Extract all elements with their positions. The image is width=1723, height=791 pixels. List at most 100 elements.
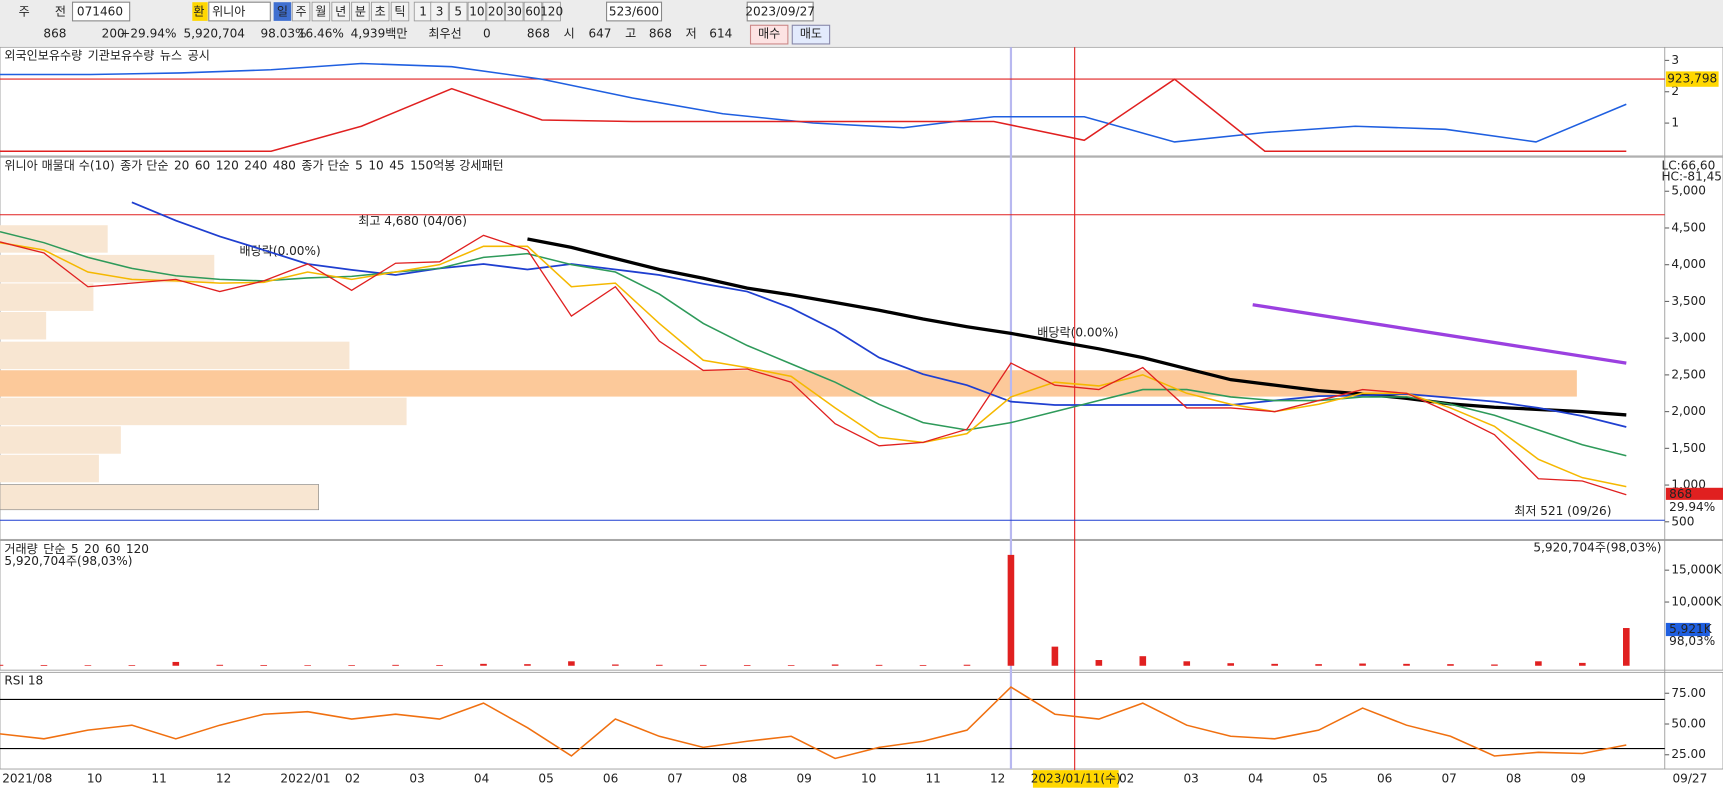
toolbar-button[interactable]: [311, 1, 331, 22]
sell-btn[interactable]: [791, 24, 831, 45]
toolbar-button[interactable]: [505, 1, 524, 22]
toolbar-text[interactable]: 전: [55, 5, 66, 19]
toolbar-text[interactable]: 20: [488, 5, 503, 19]
toolbar-text[interactable]: 주: [296, 5, 307, 19]
volume-info: 5,920,704주(98,03%): [1533, 541, 1661, 555]
day-active[interactable]: [273, 2, 292, 21]
toolbar-button[interactable]: [351, 1, 370, 22]
buy-btn[interactable]: [749, 24, 789, 45]
toolbar-text[interactable]: 틱: [394, 5, 405, 19]
toolbar-text[interactable]: 일: [277, 5, 288, 19]
volume-bar: [392, 664, 399, 666]
toolbar-text[interactable]: 523/600: [609, 5, 659, 19]
legend-entry: 20: [84, 542, 99, 556]
legend-entry: 5: [71, 542, 79, 556]
annotation: 배당락(0.00%): [1037, 325, 1118, 339]
toolbar-text[interactable]: 분: [355, 5, 366, 19]
date-box[interactable]: [746, 1, 814, 22]
info-text: 4,939백만: [351, 27, 408, 41]
toolbar-text[interactable]: 5: [454, 5, 462, 19]
volume-bar: [524, 664, 531, 666]
panel-frames: [0, 46, 1723, 770]
toolbar-text[interactable]: 초: [375, 5, 386, 19]
x-tick-label: 2021/08: [2, 771, 52, 785]
volume-bar: [1139, 656, 1147, 666]
legend-entry: 45: [389, 158, 404, 172]
series-line: [0, 241, 1627, 488]
info-text: 868: [649, 27, 672, 41]
volume-bar: [0, 664, 4, 666]
toolbar-button[interactable]: [542, 1, 561, 22]
toolbar-button[interactable]: [370, 1, 390, 22]
info-text: 시: [564, 27, 575, 41]
toolbar-text[interactable]: 071460: [77, 5, 123, 19]
toolbar-button[interactable]: [523, 1, 543, 22]
toolbar-text[interactable]: 주: [19, 5, 30, 19]
value-box: [1665, 71, 1719, 87]
y-tick-label: 3,000: [1671, 331, 1706, 345]
legend-entry: 거래량: [4, 542, 37, 556]
volume-bar: [348, 665, 355, 666]
count-box[interactable]: [606, 1, 663, 22]
x-tick-label: 03: [409, 771, 424, 785]
toolbar-button[interactable]: [291, 1, 311, 22]
toolbar-button[interactable]: [430, 1, 449, 22]
legend-entry: RSI 18: [4, 674, 43, 688]
toolbar-button[interactable]: [390, 1, 410, 22]
toolbar-text[interactable]: 30: [507, 5, 522, 19]
x-tick-label: 11: [925, 771, 940, 785]
info-text: 98.03%: [260, 27, 306, 41]
volume-bar: [1315, 664, 1322, 666]
info-text: 고: [625, 27, 636, 41]
value-box: [1665, 622, 1710, 637]
toolbar-button[interactable]: [331, 1, 350, 22]
toolbar-text[interactable]: 년: [335, 5, 346, 19]
toolbar-button[interactable]: [486, 1, 505, 22]
y-tick-label: 4,000: [1671, 257, 1706, 271]
toolbar-text[interactable]: 120: [540, 5, 563, 19]
legend-entry: 5: [355, 158, 363, 172]
x-tick-label: 06: [603, 771, 618, 785]
volume-bar: [480, 663, 487, 666]
x-tick-label: 12: [216, 771, 231, 785]
price-badge: [1665, 487, 1723, 500]
info-text: 5,920,704: [184, 27, 245, 41]
legend-entry: 60: [105, 542, 120, 556]
code-box[interactable]: [71, 1, 131, 22]
corner-label: LC:66,60: [1661, 158, 1715, 172]
legend-entry: 위니아 매물대 수(10): [4, 158, 114, 172]
x-tick-label: 05: [538, 771, 553, 785]
info-text[interactable]: 매수: [758, 27, 780, 41]
x-tick-label: 2022/01: [280, 771, 330, 785]
value-pct: 98,03%: [1669, 634, 1715, 648]
legend-entry: 10: [368, 158, 383, 172]
volume-bar: [436, 664, 443, 666]
corner-label: HC:-81,45: [1661, 169, 1722, 183]
info-text[interactable]: 매도: [800, 27, 822, 41]
toolbar-text[interactable]: 60: [525, 5, 540, 19]
volume-bar: [1183, 661, 1191, 666]
volume-bar: [1227, 663, 1235, 666]
y-tick-label: 4,500: [1671, 220, 1706, 234]
volume-bar: [128, 665, 136, 666]
toolbar-button[interactable]: [448, 1, 468, 22]
toolbar-text[interactable]: 월: [315, 5, 326, 19]
toolbar-text[interactable]: 3: [436, 5, 444, 19]
legend-entry: 120: [216, 158, 239, 172]
toolbar-text[interactable]: 환: [193, 5, 204, 19]
y-tick-label: 15,000K: [1671, 563, 1722, 577]
name-box[interactable]: [208, 1, 271, 22]
volume-bar: [216, 664, 224, 666]
y-tick-label: 3: [1671, 53, 1679, 67]
toolbar-text[interactable]: 2023/09/27: [745, 5, 815, 19]
value-box-text: 5,921K: [1669, 622, 1713, 636]
x-tick-label: 05: [1312, 771, 1327, 785]
volume-profile: [0, 225, 1577, 511]
toolbar-text[interactable]: 1: [419, 5, 427, 19]
volume-bar: [1579, 662, 1586, 666]
toolbar-text[interactable]: 위니아: [212, 5, 245, 19]
volume-bar: [1535, 661, 1542, 666]
toolbar-button[interactable]: [467, 1, 487, 22]
info-text: 0: [483, 27, 491, 41]
toolbar-text[interactable]: 10: [469, 5, 484, 19]
